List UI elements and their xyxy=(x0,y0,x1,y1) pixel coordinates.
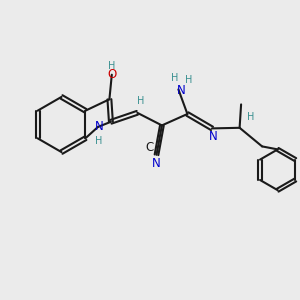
Text: H: H xyxy=(108,61,116,71)
Text: O: O xyxy=(107,68,116,81)
Text: N: N xyxy=(176,83,185,97)
Text: H: H xyxy=(95,136,102,146)
Text: H: H xyxy=(185,75,193,85)
Text: N: N xyxy=(95,120,104,133)
Text: H: H xyxy=(171,73,178,83)
Text: N: N xyxy=(209,130,218,143)
Text: H: H xyxy=(247,112,255,122)
Text: C: C xyxy=(146,141,154,154)
Text: H: H xyxy=(136,96,144,106)
Text: N: N xyxy=(152,157,161,170)
